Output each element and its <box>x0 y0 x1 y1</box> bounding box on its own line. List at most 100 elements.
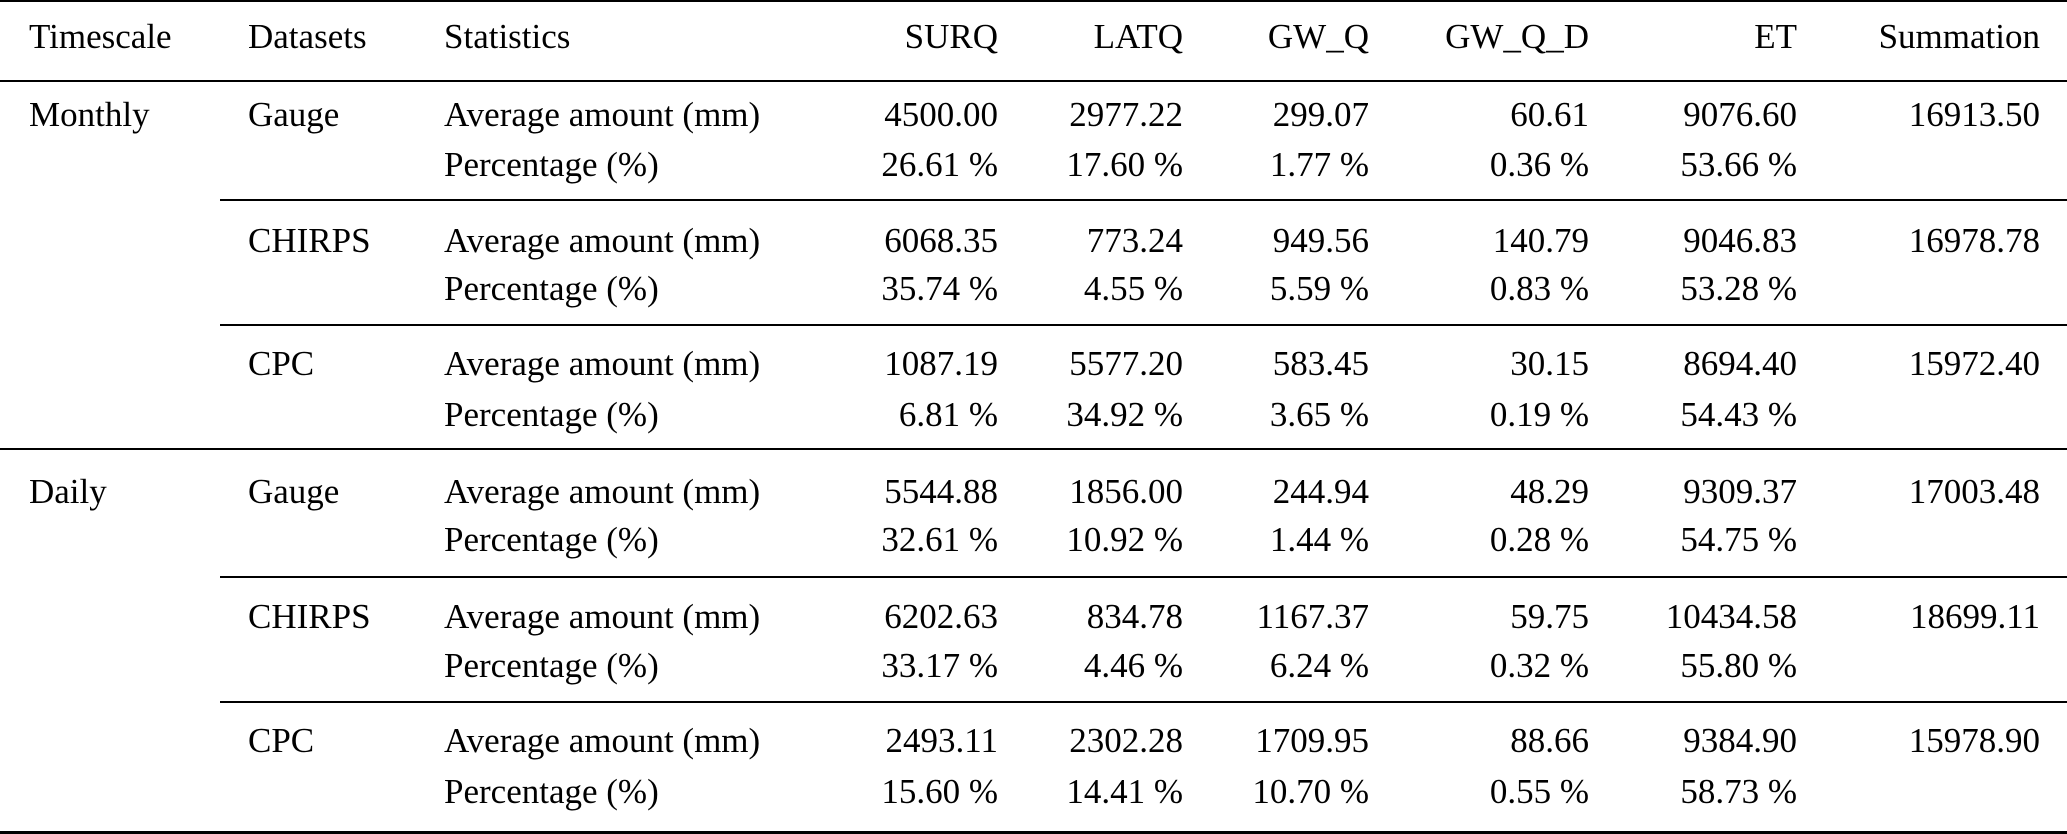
statistic-label-percentage: Percentage (%) <box>444 646 659 685</box>
percentage-value: 0.19 % <box>1489 395 1589 434</box>
amount-value: 244.94 <box>1272 472 1369 511</box>
amount-value: 5577.20 <box>1069 344 1183 383</box>
header-timescale: Timescale <box>29 17 172 56</box>
dataset-label: CPC <box>248 344 315 383</box>
amount-value: 10434.58 <box>1665 597 1797 636</box>
percentage-value: 53.28 % <box>1680 269 1797 308</box>
timescale-label: Monthly <box>29 95 150 134</box>
header-surq: SURQ <box>904 17 998 56</box>
amount-value: 1167.37 <box>1256 597 1369 636</box>
header-statistics: Statistics <box>444 17 571 56</box>
amount-value: 140.79 <box>1492 221 1589 260</box>
summation-value: 17003.48 <box>1908 472 2040 511</box>
dataset-label: CHIRPS <box>248 221 371 260</box>
percentage-value: 10.70 % <box>1252 772 1369 811</box>
percentage-value: 0.36 % <box>1489 145 1589 184</box>
statistic-label-amount: Average amount (mm) <box>444 597 761 636</box>
amount-value: 2977.22 <box>1069 95 1183 134</box>
dataset-label: CHIRPS <box>248 597 371 636</box>
amount-value: 583.45 <box>1272 344 1369 383</box>
summation-value: 18699.11 <box>1910 597 2040 636</box>
percentage-value: 4.46 % <box>1083 646 1183 685</box>
amount-value: 9076.60 <box>1683 95 1797 134</box>
amount-value: 949.56 <box>1272 221 1369 260</box>
percentage-value: 55.80 % <box>1680 646 1797 685</box>
amount-value: 834.78 <box>1086 597 1183 636</box>
percentage-value: 26.61 % <box>881 145 998 184</box>
amount-value: 59.75 <box>1510 597 1589 636</box>
statistic-label-amount: Average amount (mm) <box>444 344 761 383</box>
percentage-value: 53.66 % <box>1680 145 1797 184</box>
amount-value: 773.24 <box>1086 221 1183 260</box>
statistic-label-amount: Average amount (mm) <box>444 95 761 134</box>
statistic-label-percentage: Percentage (%) <box>444 269 659 308</box>
statistic-label-amount: Average amount (mm) <box>444 721 761 760</box>
summation-value: 15972.40 <box>1908 344 2040 383</box>
percentage-value: 0.83 % <box>1489 269 1589 308</box>
percentage-value: 5.59 % <box>1269 269 1369 308</box>
amount-value: 2302.28 <box>1069 721 1183 760</box>
amount-value: 48.29 <box>1510 472 1589 511</box>
amount-value: 60.61 <box>1510 95 1589 134</box>
header-et: ET <box>1754 17 1797 56</box>
percentage-value: 0.32 % <box>1489 646 1589 685</box>
bottom-rule <box>0 831 2067 834</box>
header-gw-q-d: GW_Q_D <box>1445 17 1589 56</box>
percentage-value: 32.61 % <box>881 520 998 559</box>
amount-value: 1856.00 <box>1069 472 1183 511</box>
amount-value: 1709.95 <box>1255 721 1369 760</box>
header-gw-q: GW_Q <box>1267 17 1369 56</box>
statistic-label-percentage: Percentage (%) <box>444 772 659 811</box>
amount-value: 88.66 <box>1510 721 1589 760</box>
percentage-value: 58.73 % <box>1680 772 1797 811</box>
header-latq: LATQ <box>1093 17 1183 56</box>
statistic-label-amount: Average amount (mm) <box>444 221 761 260</box>
amount-value: 299.07 <box>1272 95 1369 134</box>
percentage-value: 1.44 % <box>1269 520 1369 559</box>
percentage-value: 34.92 % <box>1066 395 1183 434</box>
percentage-value: 33.17 % <box>881 646 998 685</box>
percentage-value: 54.75 % <box>1680 520 1797 559</box>
percentage-value: 10.92 % <box>1066 520 1183 559</box>
amount-value: 8694.40 <box>1683 344 1797 383</box>
statistic-label-amount: Average amount (mm) <box>444 472 761 511</box>
percentage-value: 1.77 % <box>1269 145 1369 184</box>
amount-value: 6202.63 <box>884 597 998 636</box>
percentage-value: 17.60 % <box>1066 145 1183 184</box>
amount-value: 5544.88 <box>884 472 998 511</box>
percentage-value: 0.55 % <box>1489 772 1589 811</box>
dataset-rule <box>220 576 2067 578</box>
top-rule <box>0 0 2067 2</box>
summation-value: 15978.90 <box>1908 721 2040 760</box>
percentage-value: 6.24 % <box>1269 646 1369 685</box>
statistic-label-percentage: Percentage (%) <box>444 520 659 559</box>
amount-value: 1087.19 <box>884 344 998 383</box>
percentage-value: 0.28 % <box>1489 520 1589 559</box>
percentage-value: 35.74 % <box>881 269 998 308</box>
statistic-label-percentage: Percentage (%) <box>444 395 659 434</box>
dataset-label: CPC <box>248 721 315 760</box>
amount-value: 6068.35 <box>884 221 998 260</box>
percentage-value: 15.60 % <box>881 772 998 811</box>
header-summation: Summation <box>1878 17 2040 56</box>
dataset-rule <box>220 701 2067 703</box>
timescale-label: Daily <box>29 472 107 511</box>
amount-value: 2493.11 <box>885 721 998 760</box>
summation-value: 16913.50 <box>1908 95 2040 134</box>
percentage-value: 14.41 % <box>1066 772 1183 811</box>
amount-value: 9384.90 <box>1683 721 1797 760</box>
dataset-rule <box>220 199 2067 201</box>
statistic-label-percentage: Percentage (%) <box>444 145 659 184</box>
header-datasets: Datasets <box>248 17 367 56</box>
dataset-label: Gauge <box>248 472 340 511</box>
summation-value: 16978.78 <box>1908 221 2040 260</box>
header-rule <box>0 80 2067 82</box>
timescale-rule <box>0 448 2067 450</box>
percentage-value: 54.43 % <box>1680 395 1797 434</box>
dataset-rule <box>220 324 2067 326</box>
amount-value: 9309.37 <box>1683 472 1797 511</box>
amount-value: 9046.83 <box>1683 221 1797 260</box>
percentage-value: 4.55 % <box>1083 269 1183 308</box>
amount-value: 4500.00 <box>884 95 998 134</box>
percentage-value: 3.65 % <box>1269 395 1369 434</box>
